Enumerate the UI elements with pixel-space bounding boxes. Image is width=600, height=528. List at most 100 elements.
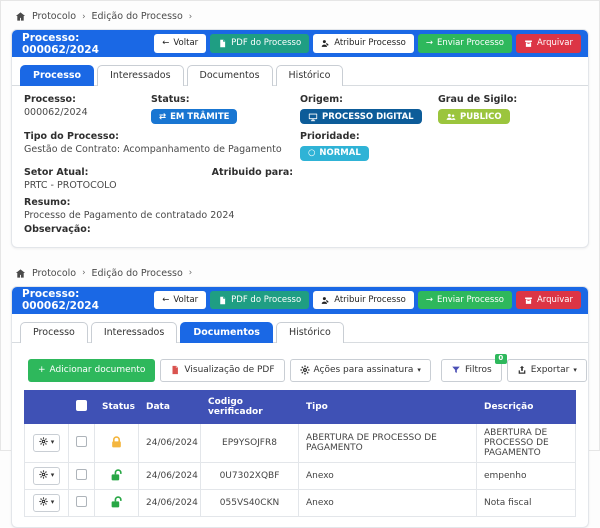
pdf-file-icon (218, 296, 227, 305)
filters-count-badge: 0 (494, 353, 507, 364)
archive-icon (524, 39, 533, 48)
tab-documentos[interactable]: Documentos (180, 321, 273, 343)
doc-date: 24/06/2024 (138, 461, 201, 490)
lock-icon (102, 436, 131, 449)
actions-column-header (24, 389, 69, 424)
table-row: ▾ 24/06/2024 055VS40CKN Anexo Nota fisca… (24, 488, 576, 517)
status-column-header: Status (94, 389, 139, 424)
arquivar-button[interactable]: Arquivar (515, 291, 581, 310)
tab-interessados[interactable]: Interessados (97, 65, 184, 86)
breadcrumb: Protocolo › Edição do Processo › (11, 263, 589, 286)
prioridade-badge: ○ NORMAL (300, 145, 369, 161)
gear-icon (39, 437, 48, 448)
doc-date: 24/06/2024 (138, 488, 201, 517)
doc-type: Anexo (298, 488, 477, 517)
process-title: Processo: 000062/2024 (22, 288, 99, 313)
plus-icon: + (38, 364, 46, 375)
doc-code: 0U7302XQBF (200, 461, 299, 490)
breadcrumb-protocolo[interactable]: Protocolo (32, 267, 77, 279)
row-checkbox[interactable] (76, 435, 87, 447)
origem-badge: PROCESSO DIGITAL (299, 109, 422, 125)
filter-icon (451, 365, 461, 375)
back-arrow-icon: ← (162, 295, 170, 306)
pdf-processo-button[interactable]: PDF do Processo (210, 34, 310, 53)
field-setor-atual: Setor Atual: PRTC - PROTOCOLO (24, 166, 117, 191)
documents-view-section: Protocolo › Edição do Processo › Process… (1, 258, 599, 528)
tab-documentos[interactable]: Documentos (186, 65, 273, 86)
visualizacao-pdf-button[interactable]: Visualização de PDF (160, 358, 285, 382)
adicionar-documento-button[interactable]: + Adicionar documento (28, 358, 156, 382)
row-actions-button[interactable]: ▾ (32, 493, 61, 512)
header-buttons: ← Voltar PDF do Processo Atribuir Proces… (154, 34, 581, 53)
data-column-header: Data (138, 389, 201, 424)
gear-icon (39, 497, 48, 508)
field-grau-sigilo: Grau de Sigilo: PUBLICO (437, 94, 576, 125)
doc-description: ABERTURA DE PROCESSO DE PAGAMENTO (476, 422, 576, 463)
unlock-icon (102, 469, 131, 482)
field-observacao: Observação: (24, 223, 91, 235)
breadcrumb-edicao-processo[interactable]: Edição do Processo (91, 267, 183, 279)
pdf-processo-button[interactable]: PDF do Processo (210, 291, 310, 310)
status-badge: ⇄ EM TRÂMITE (150, 109, 238, 125)
row-checkbox[interactable] (76, 468, 87, 480)
doc-date: 24/06/2024 (138, 422, 201, 463)
processo-number: 000062/2024 (24, 107, 88, 118)
monitor-icon (308, 112, 318, 122)
row-actions-button[interactable]: ▾ (32, 466, 61, 485)
acoes-assinatura-button[interactable]: Ações para assinatura ▾ (289, 358, 431, 382)
caret-down-icon: ▾ (417, 365, 421, 374)
atribuir-processo-button[interactable]: Atribuir Processo (313, 291, 414, 310)
caret-down-icon: ▾ (50, 439, 55, 447)
field-status: Status: ⇄ EM TRÂMITE (150, 94, 300, 125)
archive-icon (524, 296, 533, 305)
select-all-checkbox[interactable] (76, 399, 87, 411)
process-view-section: Protocolo › Edição do Processo › Process… (1, 1, 599, 248)
field-prioridade: Prioridade: ○ NORMAL (300, 131, 576, 161)
users-icon (446, 112, 456, 122)
select-all-header (68, 389, 95, 424)
breadcrumb-protocolo[interactable]: Protocolo (32, 11, 77, 22)
breadcrumb-separator: › (82, 11, 86, 22)
sigilo-badge: PUBLICO (437, 109, 510, 125)
tab-historico[interactable]: Histórico (275, 65, 344, 86)
voltar-button[interactable]: ← Voltar (154, 291, 207, 310)
exportar-button[interactable]: Exportar ▾ (506, 358, 587, 382)
breadcrumb-separator: › (188, 268, 193, 279)
tab-processo[interactable]: Processo (20, 321, 88, 343)
assign-user-icon (321, 296, 330, 305)
header-buttons: ← Voltar PDF do Processo Atribuir Proces… (154, 291, 581, 310)
codigo-column-header: Codigo verificador (200, 389, 299, 424)
row-actions-button[interactable]: ▾ (32, 433, 61, 452)
caret-down-icon: ▾ (573, 365, 577, 374)
send-arrow-icon: → (425, 295, 433, 306)
tab-interessados[interactable]: Interessados (90, 321, 178, 343)
voltar-button[interactable]: ← Voltar (154, 34, 207, 53)
enviar-processo-button[interactable]: → Enviar Processo (417, 291, 512, 310)
atribuir-processo-button[interactable]: Atribuir Processo (313, 34, 414, 53)
tab-bar: Processo Interessados Documentos Históri… (12, 57, 588, 86)
doc-code: EP9YSOJFR8 (200, 422, 299, 463)
export-icon (517, 365, 527, 375)
pdf-preview-icon (170, 365, 180, 375)
doc-description: Nota fiscal (476, 488, 576, 517)
home-icon[interactable] (15, 268, 26, 279)
enviar-processo-button[interactable]: → Enviar Processo (417, 34, 512, 53)
home-icon[interactable] (15, 11, 26, 22)
tab-processo[interactable]: Processo (20, 65, 95, 86)
tab-bar: Processo Interessados Documentos Históri… (12, 314, 588, 343)
descricao-column-header: Descrição (476, 389, 576, 424)
documents-table: Status Data Codigo verificador Tipo Desc… (24, 389, 576, 517)
tipo-column-header: Tipo (298, 389, 477, 424)
row-checkbox[interactable] (76, 495, 87, 507)
arquivar-button[interactable]: Arquivar (515, 34, 581, 53)
breadcrumb: Protocolo › Edição do Processo › (11, 6, 589, 29)
circle-icon: ○ (308, 148, 316, 159)
process-card-header: Processo: 000062/2024 ← Voltar PDF do Pr… (12, 286, 588, 314)
breadcrumb-edicao-processo[interactable]: Edição do Processo (91, 11, 183, 22)
process-tab-content: Processo: 000062/2024 Status: ⇄ EM TRÂMI… (12, 86, 588, 247)
tab-historico[interactable]: Histórico (275, 321, 344, 343)
field-tipo-processo: Tipo do Processo: Gestão de Contrato: Ac… (24, 130, 282, 155)
filtros-button[interactable]: Filtros 0 (440, 353, 507, 382)
caret-down-icon: ▾ (50, 499, 55, 507)
field-atribuido-para: Atribuido para: (211, 166, 294, 178)
